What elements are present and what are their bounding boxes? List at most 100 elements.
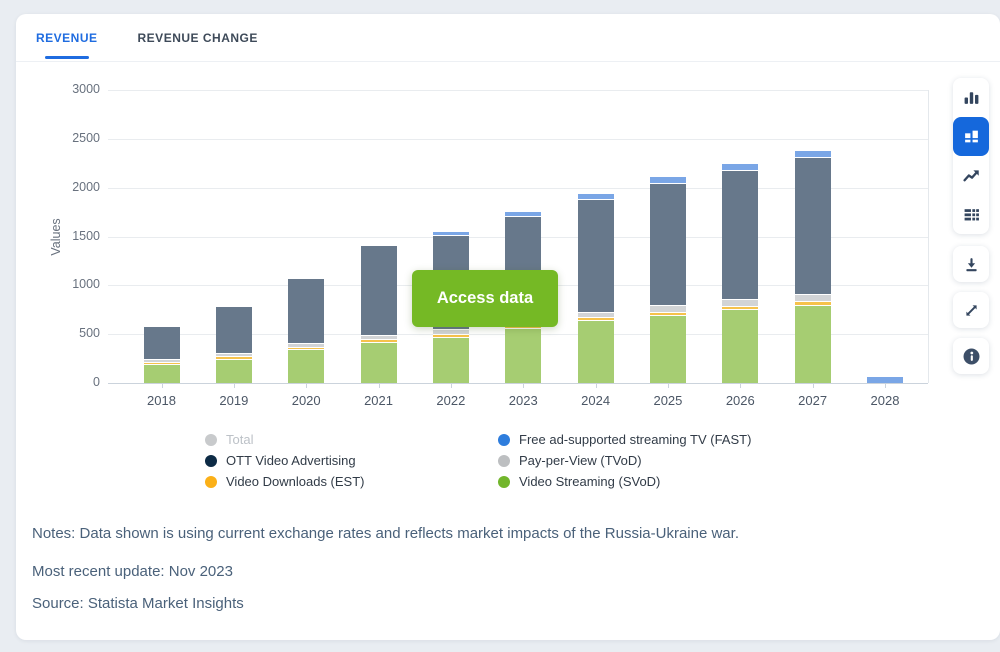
bar-segment (577, 194, 614, 199)
y-axis-tick-label: 1000 (72, 277, 100, 292)
stacked-bar-2018[interactable] (143, 326, 180, 383)
bar-segment (649, 305, 686, 312)
toolbar-group (953, 78, 989, 234)
legend-item-total[interactable]: Total (205, 429, 365, 450)
x-axis-label: 2018 (147, 393, 176, 408)
stacked-bar-2024[interactable] (577, 194, 614, 383)
stacked-bar-2028[interactable] (867, 377, 903, 383)
toolbar-group (953, 292, 989, 328)
bar-segment (143, 361, 180, 364)
legend-item-video-streaming-svod-[interactable]: Video Streaming (SVoD) (498, 471, 751, 492)
fullscreen-icon (965, 304, 977, 316)
x-axis-tick (595, 384, 597, 388)
stacked-bar-2025[interactable] (649, 177, 686, 383)
legend-item-pay-per-view-tvod-[interactable]: Pay-per-View (TVoD) (498, 450, 751, 471)
x-axis-label: 2028 (870, 393, 900, 408)
bar-segment (215, 306, 252, 353)
bar-segment (722, 169, 759, 299)
toolbar-group (953, 338, 989, 374)
toolbar-group (953, 246, 989, 282)
line-chart-icon (962, 170, 979, 182)
x-axis-label: 2024 (581, 393, 611, 408)
bar-segment (794, 304, 831, 383)
x-axis-label: 2022 (436, 393, 466, 408)
x-axis-tick (378, 384, 380, 388)
legend-dot (205, 433, 217, 446)
bar-segment (360, 245, 397, 336)
x-axis-tick (450, 384, 452, 388)
toolbar-button-stacked-chart[interactable] (953, 117, 989, 156)
x-axis-tick (233, 384, 235, 388)
bar-segment (432, 231, 469, 236)
notes-text: Notes: Data shown is using current excha… (32, 525, 739, 542)
column-chart-icon (964, 92, 978, 104)
legend-label: Video Streaming (SVoD) (519, 474, 661, 489)
bar-segment (288, 342, 325, 347)
toolbar-button-data-table[interactable] (953, 195, 989, 234)
bar-segment (794, 293, 831, 302)
stacked-bar-2019[interactable] (215, 306, 252, 383)
legend-label: Pay-per-View (TVoD) (519, 453, 642, 468)
bar-segment (577, 198, 614, 312)
x-axis-label: 2020 (291, 393, 321, 408)
x-axis-label: 2027 (798, 393, 828, 408)
toolbar-button-line-chart[interactable] (953, 156, 989, 195)
bar-segment (215, 356, 252, 359)
bar-segment (505, 211, 542, 217)
y-axis-tick-label: 3000 (72, 82, 100, 97)
bar-segment (649, 314, 686, 383)
legend-column: Free ad-supported streaming TV (FAST) Pay… (498, 429, 751, 492)
info-icon (963, 348, 979, 364)
bar-segment (649, 182, 686, 306)
x-axis-tick (161, 384, 163, 388)
access-data-button[interactable]: Access data (412, 270, 558, 327)
bar-segment (722, 305, 759, 309)
bar-segment (432, 336, 469, 383)
data-table-icon (964, 209, 979, 221)
x-axis-label: 2025 (653, 393, 683, 408)
legend-label: Total (226, 432, 254, 447)
bar-segment (649, 177, 686, 183)
stacked-bar-2021[interactable] (360, 245, 397, 383)
bar-segment (288, 278, 325, 343)
y-axis-tick-label: 0 (93, 375, 100, 389)
toolbar-button-fullscreen[interactable] (953, 292, 989, 328)
download-icon (965, 257, 977, 271)
x-axis-tick (667, 384, 669, 388)
x-axis-label: 2023 (508, 393, 538, 408)
bar-segment (288, 349, 325, 383)
legend-item-video-downloads-est-[interactable]: Video Downloads (EST) (205, 471, 365, 492)
x-axis-tick (740, 384, 742, 388)
stacked-bar-2026[interactable] (722, 164, 759, 383)
bar-segment (143, 358, 180, 362)
tab-revenue[interactable]: REVENUE (36, 14, 98, 61)
legend-dot (205, 475, 217, 488)
y-axis-title: Values (49, 218, 63, 256)
legend-dot (498, 433, 510, 446)
update-text: Most recent update: Nov 2023 (32, 563, 233, 580)
legend-label: Free ad-supported streaming TV (FAST) (519, 432, 752, 447)
gridline-2500 (108, 139, 928, 140)
bar-segment (867, 377, 903, 383)
chart-area: 0 500 1000 1500 2000 2500 3000 Values 2018 2019 20… (16, 62, 1000, 640)
bar-segment (432, 329, 469, 334)
x-axis-label: 2019 (219, 393, 249, 408)
stacked-bar-2020[interactable] (288, 278, 325, 383)
bar-segment (143, 363, 180, 383)
tab-revenue-change[interactable]: REVENUE CHANGE (137, 30, 258, 45)
toolbar-button-info[interactable] (953, 338, 989, 374)
toolbar-button-download[interactable] (953, 246, 989, 282)
bar-segment (432, 333, 469, 337)
legend-item-ott-video-advertising[interactable]: OTT Video Advertising (205, 450, 365, 471)
stacked-chart-icon (964, 130, 978, 143)
gridline-3000 (108, 90, 928, 92)
bar-segment (143, 326, 180, 359)
x-axis-tick (306, 384, 308, 388)
bar-segment (794, 151, 831, 157)
legend-item-free-ad-supported-streaming-tv-fast-[interactable]: Free ad-supported streaming TV (FAST) (498, 429, 751, 450)
bar-segment (215, 352, 252, 357)
plot-right-edge (928, 90, 929, 383)
stacked-bar-2027[interactable] (794, 151, 831, 383)
y-axis-tick-label: 2000 (72, 179, 100, 194)
toolbar-button-column-chart[interactable] (953, 78, 989, 117)
